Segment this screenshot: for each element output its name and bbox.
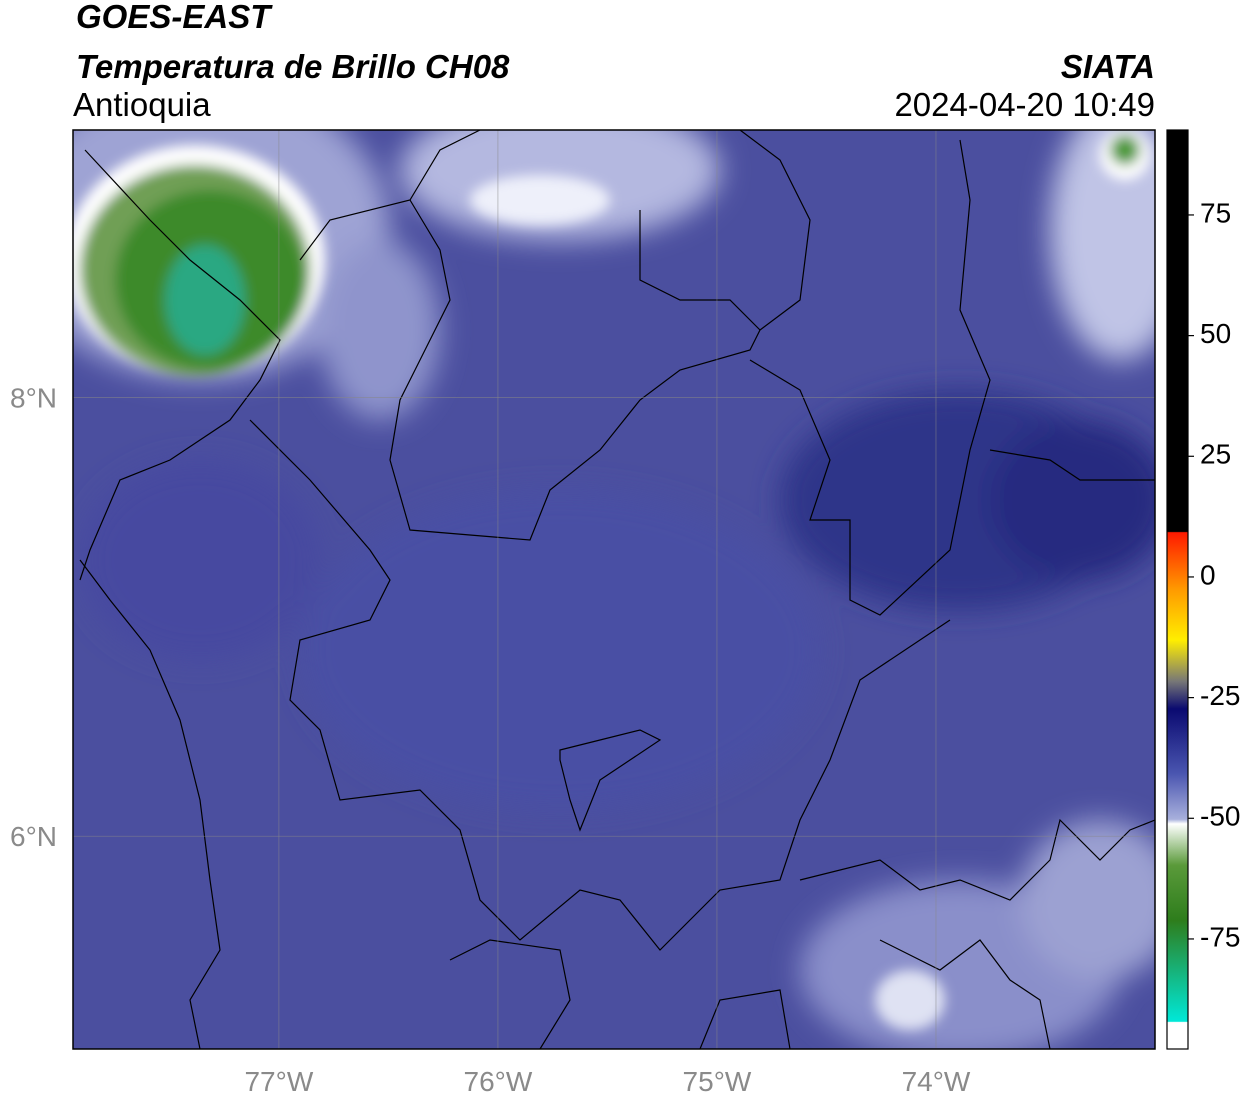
datetime-label: 2024-04-20 10:49: [894, 86, 1155, 123]
lat-label: 6°N: [10, 821, 57, 852]
lon-label: 75°W: [683, 1066, 752, 1097]
colorbar-tick-label: 0: [1200, 559, 1216, 590]
lon-label: 74°W: [902, 1066, 971, 1097]
product-title: Temperatura de Brillo CH08: [76, 48, 510, 85]
map-raster: [73, 130, 1155, 1049]
colorbar: [1166, 129, 1189, 1050]
satellite-title: GOES-EAST: [76, 0, 273, 35]
lon-label: 77°W: [244, 1066, 313, 1097]
lon-label: 76°W: [464, 1066, 533, 1097]
colorbar-tick-label: 25: [1200, 439, 1231, 470]
colorbar-tick-label: -50: [1200, 801, 1240, 832]
grid: [73, 130, 1155, 1049]
lat-label: 8°N: [10, 383, 57, 414]
colorbar-tick-label: 50: [1200, 318, 1231, 349]
source-label: SIATA: [1061, 48, 1155, 85]
colorbar-tick-label: -25: [1200, 680, 1240, 711]
map-frame: [72, 129, 1156, 1050]
region-label: Antioquia: [73, 86, 211, 123]
colorbar-tick-label: 75: [1200, 197, 1231, 228]
colorbar-tick-label: -75: [1200, 921, 1240, 952]
boundaries: [79, 130, 1155, 1049]
